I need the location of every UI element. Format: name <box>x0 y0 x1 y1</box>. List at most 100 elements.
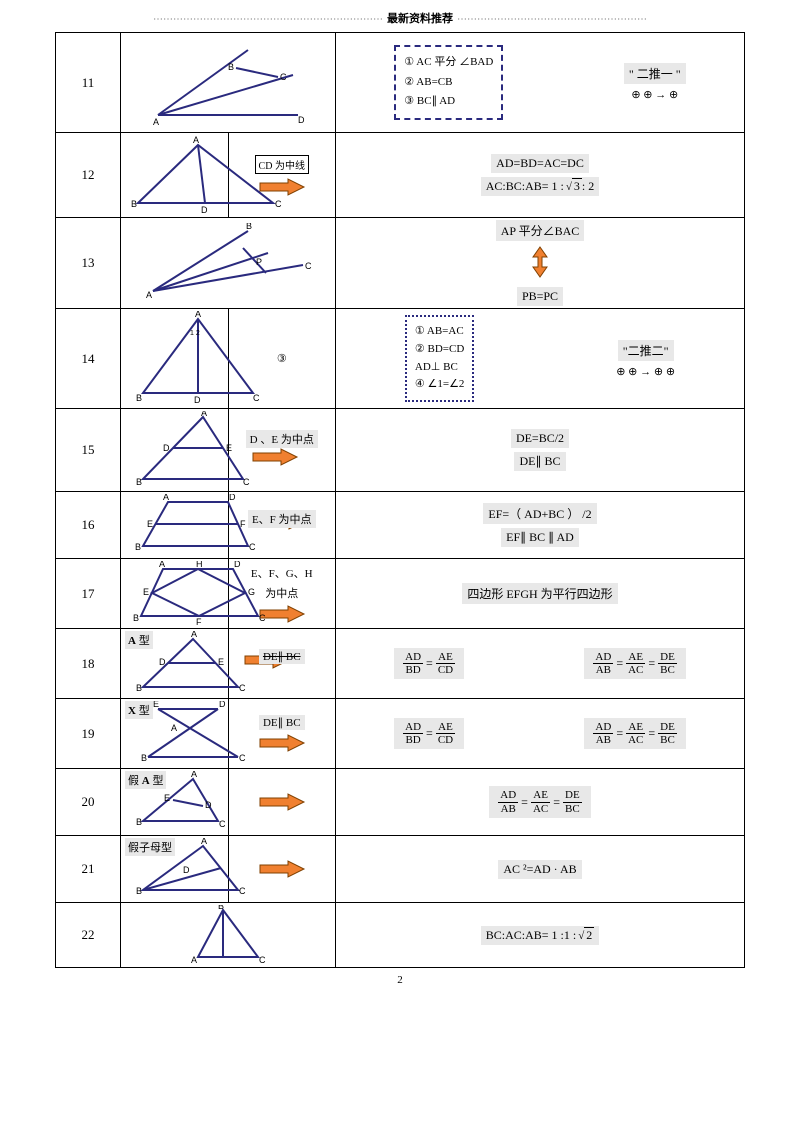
figure-cell: A B C D E <box>121 409 229 492</box>
condition-cell <box>228 769 336 836</box>
svg-text:F: F <box>196 617 202 626</box>
row-number: 17 <box>56 559 121 629</box>
svg-text:D: D <box>194 395 201 405</box>
cond-line: ② BD=CD <box>415 341 465 359</box>
svg-text:D: D <box>201 205 208 215</box>
ratio-eq: ADAB = AEAC = DEBC <box>584 648 685 679</box>
svg-text:D: D <box>183 865 190 875</box>
figure-cell: A B C D <box>121 133 229 218</box>
svg-text:G: G <box>248 587 255 597</box>
cond-line: ③ BC∥ AD <box>404 92 493 112</box>
result-text: EF∥ BC ∥ AD <box>501 528 579 547</box>
table-row: 21 假子母型 A BC D AC ²=AD · AB <box>56 836 745 903</box>
svg-text:B: B <box>136 683 142 693</box>
svg-text:B: B <box>228 62 234 72</box>
cond-line: ① AC 平分 ∠BAD <box>404 53 493 73</box>
result-cell: EF=（ AD+BC ） /2 EF∥ BC ∥ AD <box>336 492 745 559</box>
cond-line: ④ ∠1=∠2 <box>415 376 465 394</box>
svg-text:C: C <box>253 393 260 403</box>
result-cell: AP 平分∠BAC PB=PC <box>336 218 745 309</box>
svg-text:E: E <box>143 587 149 597</box>
svg-text:A: A <box>201 411 207 418</box>
svg-text:A: A <box>146 290 152 300</box>
header-title: 最新资料推荐 <box>383 13 457 25</box>
svg-text:A: A <box>201 838 207 846</box>
result-text: 四边形 EFGH 为平行四边形 <box>462 583 617 604</box>
result-text: AC ²=AD · AB <box>498 860 581 879</box>
row-number: 19 <box>56 699 121 769</box>
svg-text:B: B <box>136 817 142 827</box>
table-row: 12 A B C D CD 为中线 AD=BD=AC=DC AC:BC:AB= … <box>56 133 745 218</box>
svg-text:A: A <box>191 955 197 965</box>
result-cell: ① AC 平分 ∠BAD ② AB=CB ③ BC∥ AD " 二推一 " ⊕ … <box>336 33 745 133</box>
ratio-eq: ADBD = AECD <box>394 648 464 679</box>
table-row: 20 假 A 型 A BC DE ADAB = AEAC = DEBC <box>56 769 745 836</box>
result-text: AC:BC:AB= 1 :3: 2 <box>481 177 600 196</box>
svg-text:C: C <box>280 72 287 82</box>
arrow-updown-icon <box>531 245 549 283</box>
figure-cell: X 型 ED BC A <box>121 699 229 769</box>
ratio-eq: ADAB = AEAC = DEBC <box>489 786 590 817</box>
row-number: 15 <box>56 409 121 492</box>
result-cell: AC ²=AD · AB <box>336 836 745 903</box>
result-text: BC:AC:AB= 1 :1 :2 <box>481 926 600 945</box>
svg-text:B: B <box>131 199 137 209</box>
row-number: 13 <box>56 218 121 309</box>
note-label: E、F 为中点 <box>248 510 316 528</box>
svg-text:A: A <box>193 135 199 145</box>
svg-text:D: D <box>234 561 241 569</box>
type-badge: A 型 <box>125 631 153 649</box>
row-number: 16 <box>56 492 121 559</box>
condition-box: ① AB=AC ② BD=CD AD⊥ BC ④ ∠1=∠2 <box>405 315 475 401</box>
figure-cell: A D B C E F <box>121 492 229 559</box>
ratio-eq: ADAB = AEAC = DEBC <box>584 718 685 749</box>
result-cell: BC:AC:AB= 1 :1 :2 <box>336 903 745 968</box>
svg-text:C: C <box>249 542 256 552</box>
result-text: DE∥ BC <box>514 452 565 471</box>
figure-cell: A D C B <box>121 33 336 133</box>
row-number: 20 <box>56 769 121 836</box>
figure-cell: A 型 A BC DE <box>121 629 229 699</box>
svg-text:A: A <box>195 311 201 319</box>
page-number: 2 <box>55 974 745 986</box>
svg-text:H: H <box>196 561 203 569</box>
table-row: 18 A 型 A BC DE DE∥ BC ADBD = AECD ADAB =… <box>56 629 745 699</box>
svg-text:A: A <box>153 117 159 127</box>
svg-text:1 2: 1 2 <box>190 330 200 337</box>
svg-text:P: P <box>256 257 262 267</box>
figure-cell: AD BC EF GH <box>121 559 229 629</box>
row-number: 21 <box>56 836 121 903</box>
ratio-eq: ADBD = AECD <box>394 718 464 749</box>
figure-cell: A B C P <box>121 218 336 309</box>
condition-box: ① AC 平分 ∠BAD ② AB=CB ③ BC∥ AD <box>394 45 503 120</box>
svg-text:D: D <box>163 443 170 453</box>
svg-text:D: D <box>229 494 236 502</box>
svg-text:B: B <box>136 886 142 896</box>
geometry-figure: A B C D 1 2 <box>123 311 273 406</box>
svg-text:B: B <box>136 477 142 487</box>
geometry-table: 11 A D C B ① AC 平分 ∠BAD ② AB=CB ③ BC∥ AD… <box>55 32 745 968</box>
table-row: 16 A D B C E F E、F 为中点 EF=（ AD+BC ） /2 E… <box>56 492 745 559</box>
svg-text:E: E <box>153 701 159 709</box>
svg-text:B: B <box>135 542 141 552</box>
result-text: PB=PC <box>517 287 563 306</box>
result-text: EF=（ AD+BC ） /2 <box>483 503 596 524</box>
row-number: 14 <box>56 309 121 409</box>
table-row: 17 AD BC EF GH E、F、G、H 为中点 四边形 EFGH 为平行四… <box>56 559 745 629</box>
note-label: DE∥ BC <box>259 649 305 664</box>
svg-text:A: A <box>159 561 165 569</box>
result-cell: AD=BD=AC=DC AC:BC:AB= 1 :3: 2 <box>336 133 745 218</box>
arrow-right-icon <box>258 734 306 752</box>
row-number: 12 <box>56 133 121 218</box>
result-text: AD=BD=AC=DC <box>491 154 589 173</box>
geometry-figure: A B C P <box>138 223 318 303</box>
svg-text:C: C <box>305 261 312 271</box>
figure-cell: A B C D 1 2 <box>121 309 229 409</box>
row-number: 22 <box>56 903 121 968</box>
figure-cell: 假 A 型 A BC DE <box>121 769 229 836</box>
header-dash-line: ⋯⋯⋯⋯⋯⋯⋯⋯⋯⋯⋯⋯⋯⋯⋯⋯⋯⋯⋯⋯⋯⋯⋯最新资料推荐⋯⋯⋯⋯⋯⋯⋯⋯⋯⋯⋯… <box>55 10 745 26</box>
svg-text:D: D <box>298 115 305 125</box>
type-badge: X 型 <box>125 701 153 719</box>
table-row: 14 A B C D 1 2 ③ ① AB=AC ② BD=CD AD⊥ BC … <box>56 309 745 409</box>
svg-text:A: A <box>191 631 197 639</box>
